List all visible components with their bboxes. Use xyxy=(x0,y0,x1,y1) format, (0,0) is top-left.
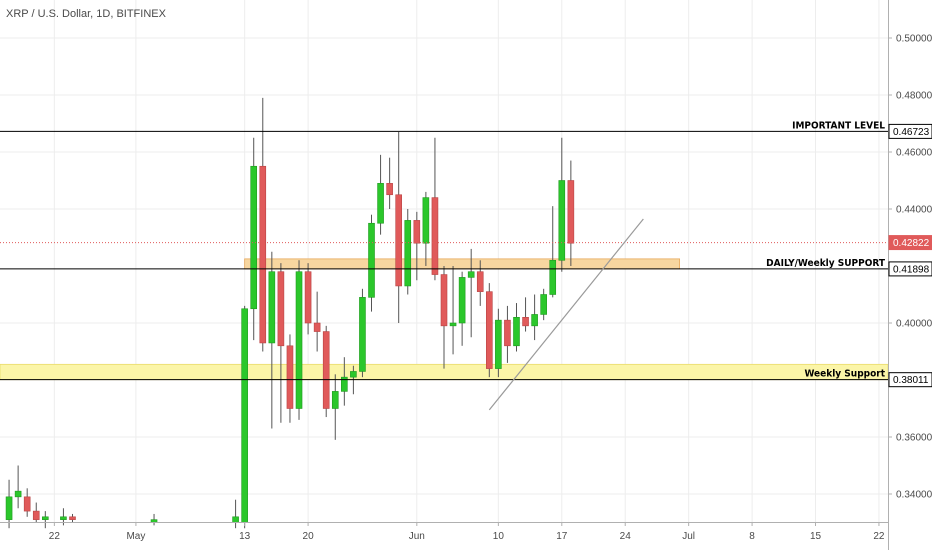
candle-body xyxy=(395,194,402,287)
daily-weekly-support-label: DAILY/Weekly SUPPORT xyxy=(766,258,886,269)
candle-body xyxy=(313,322,321,332)
time-tick-label: 13 xyxy=(239,531,251,542)
candle-body xyxy=(413,220,421,244)
candle-body xyxy=(540,294,547,315)
price-tick-label: 0.34000 xyxy=(896,490,932,501)
time-tick-label: 24 xyxy=(620,531,632,542)
candle-body xyxy=(286,345,294,409)
candle-body xyxy=(5,496,13,520)
candle-body xyxy=(32,510,40,520)
time-tick-label: 10 xyxy=(493,531,505,542)
chart-header: XRP / U.S. Dollar, 1D, BITFINEX xyxy=(6,8,166,20)
time-tick-label: Jul xyxy=(682,531,695,542)
time-tick-label: Jun xyxy=(409,531,425,542)
weekly-support-tag: 0.38011 xyxy=(893,375,929,386)
candle-body xyxy=(341,376,348,392)
daily-weekly-support-zone xyxy=(244,258,680,270)
time-tick-label: 17 xyxy=(556,531,568,542)
candle-body xyxy=(476,271,484,292)
weekly-support-tag-bg xyxy=(888,372,932,388)
candle-body xyxy=(486,291,493,369)
candle-body xyxy=(449,322,457,327)
candle-body xyxy=(259,165,267,344)
candle-body xyxy=(422,197,430,244)
candle-body xyxy=(322,331,330,409)
time-tick-label: May xyxy=(126,531,145,542)
candle-body xyxy=(42,516,49,520)
candle-body xyxy=(558,180,566,261)
time-tick-label: 8 xyxy=(749,531,755,542)
candle-body xyxy=(549,259,557,295)
candle-body xyxy=(14,490,22,498)
candle-body xyxy=(60,516,67,520)
candle-body xyxy=(331,391,339,409)
time-tick-label: 15 xyxy=(810,531,822,542)
candle-body xyxy=(232,516,239,523)
important-level-tag-bg xyxy=(888,123,932,139)
candle-body xyxy=(458,277,466,324)
candle-body xyxy=(295,271,303,409)
trendline xyxy=(488,218,644,411)
candle-body xyxy=(431,197,439,275)
weekly-support-label: Weekly Support xyxy=(804,369,885,380)
time-tick-label: 22 xyxy=(49,531,61,542)
candle-body xyxy=(522,316,529,327)
candle-body xyxy=(531,314,538,327)
candles[interactable] xyxy=(5,97,575,529)
candle-body xyxy=(359,297,366,372)
candle-body xyxy=(350,371,357,378)
candle-body xyxy=(495,319,502,369)
daily-weekly-support-tag: 0.41898 xyxy=(893,264,930,275)
current-price-tag: 0.42822 xyxy=(893,238,930,249)
candle-body xyxy=(268,271,276,344)
candle-body xyxy=(404,220,412,287)
candle-body xyxy=(467,271,475,278)
price-tick-label: 0.36000 xyxy=(896,433,932,444)
candle-body xyxy=(368,222,375,298)
candle-body xyxy=(277,271,285,347)
price-tick-label: 0.40000 xyxy=(896,319,932,330)
price-tick-label: 0.46000 xyxy=(896,148,932,159)
candle-body xyxy=(567,180,575,244)
important-level-tag: 0.46723 xyxy=(893,127,930,138)
candle-body xyxy=(504,319,511,347)
candle-body xyxy=(241,308,248,523)
price-tick-label: 0.50000 xyxy=(896,34,932,45)
price-tick-label: 0.44000 xyxy=(896,205,932,216)
candle-body xyxy=(23,496,31,512)
candle-body xyxy=(377,183,384,224)
candle-body xyxy=(513,316,520,347)
candle-body xyxy=(69,516,76,520)
time-tick-label: 22 xyxy=(873,531,885,542)
price-tick-label: 0.48000 xyxy=(896,91,932,102)
candle-body xyxy=(440,274,448,327)
candle-body xyxy=(250,165,258,310)
candle-body xyxy=(386,183,393,196)
candle-body xyxy=(304,271,312,324)
annotation-lines: IMPORTANT LEVEL DAILY/Weekly SUPPORT Weekl… xyxy=(0,120,888,411)
current-price-tag-bg xyxy=(888,235,932,251)
time-tick-label: 20 xyxy=(303,531,315,542)
daily-weekly-support-tag-bg xyxy=(888,261,932,277)
important-level-label: IMPORTANT LEVEL xyxy=(792,120,885,131)
